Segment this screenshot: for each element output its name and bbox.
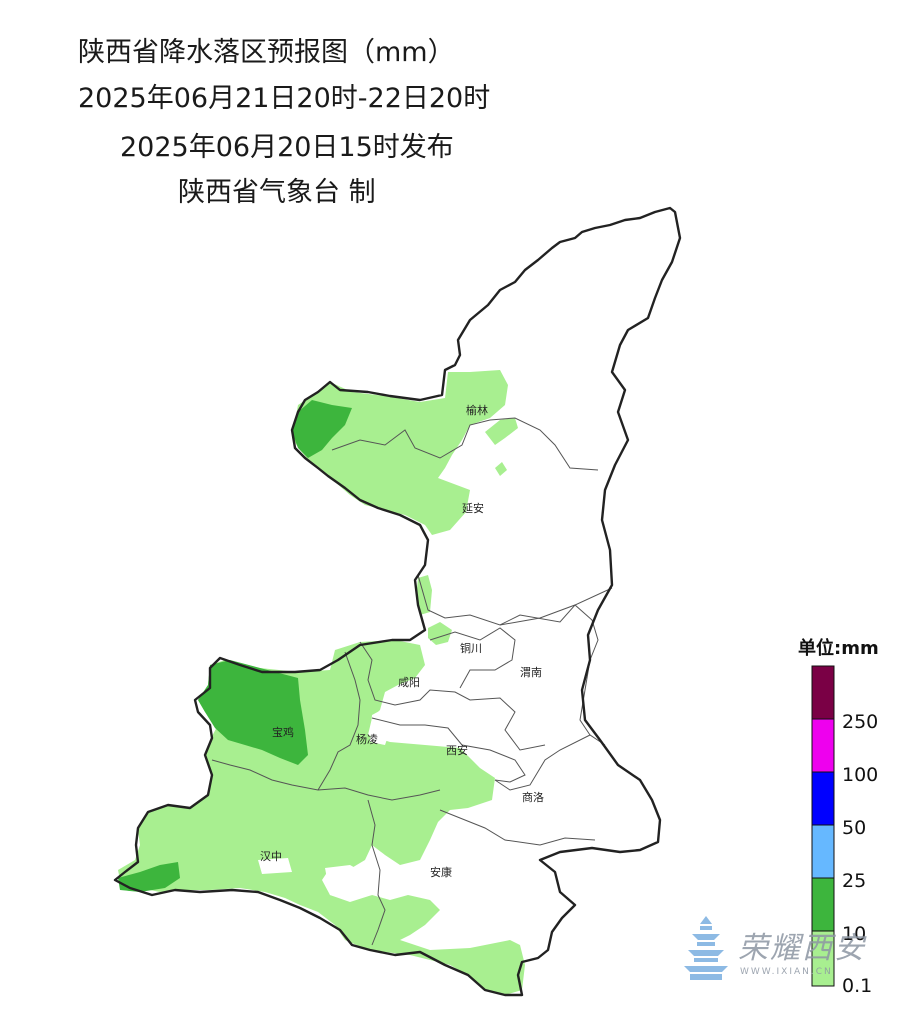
boundary-hanzhong-north <box>211 759 441 801</box>
boundary-yulin-yanan <box>331 417 599 471</box>
boundary-ankang-shangluo <box>439 809 596 846</box>
watermark-url: WWW.IXIAN.CN <box>740 967 833 977</box>
watermark: 荣耀西安 WWW.IXIAN.CN <box>684 916 867 980</box>
city-yangling: 杨凌 <box>356 732 378 746</box>
city-boundaries <box>211 417 613 946</box>
legend-label-50: 50 <box>842 817 866 839</box>
city-xian: 西安 <box>446 743 468 757</box>
boundary-yanan-south <box>417 574 613 626</box>
boundary-hanzhong-ankang <box>367 799 386 946</box>
rain-area-northeast-strip <box>485 418 518 445</box>
legend-label-25: 25 <box>842 870 866 892</box>
city-shangluo: 商洛 <box>522 790 544 804</box>
issue-time: 2025年06月20日15时发布 <box>120 132 454 163</box>
legend-label-250: 250 <box>842 711 878 733</box>
province-border <box>113 206 682 997</box>
legend-label-100: 100 <box>842 764 878 786</box>
rain-area-south-west <box>118 640 525 995</box>
map-title: 陕西省降水落区预报图（mm） <box>78 37 455 68</box>
legend-bar <box>811 665 835 987</box>
city-yulin: 榆林 <box>466 403 488 417</box>
moderate-area-baoji <box>198 660 308 765</box>
legend-label-0-1: 0.1 <box>842 975 872 997</box>
moderate-rain-areas <box>118 400 352 892</box>
patch-hanzhong <box>258 858 292 874</box>
legend-swatch-25 <box>811 877 835 932</box>
legend-swatch-10 <box>811 930 835 987</box>
boundary-shangluo-west <box>494 734 606 791</box>
city-weinan: 渭南 <box>520 666 542 679</box>
city-baoji: 宝鸡 <box>272 725 294 739</box>
city-xianyang: 咸阳 <box>398 676 420 689</box>
producer-label: 陕西省气象台 制 <box>178 177 376 208</box>
pagoda-logo-icon <box>684 916 728 980</box>
boundary-weinan <box>499 604 599 736</box>
no-rain-patches <box>258 708 392 902</box>
moderate-area-hanzhong-west <box>118 862 180 892</box>
boundary-baoji-east <box>317 651 361 791</box>
legend-labels: 250 100 50 25 10 0.1 <box>842 711 878 997</box>
boundary-xianyang <box>359 641 546 751</box>
boundary-tongchuan <box>429 627 516 689</box>
patch-south-central <box>325 865 372 902</box>
rain-area-dot <box>495 462 507 476</box>
forecast-period: 2025年06月21日20时-22日20时 <box>78 83 491 114</box>
legend-swatch-250 <box>811 718 835 773</box>
legend-swatch-top <box>811 665 835 720</box>
city-yanan: 延安 <box>462 501 484 515</box>
city-ankang: 安康 <box>430 865 452 879</box>
legend-swatch-50 <box>811 824 835 879</box>
moderate-area-yulin-west <box>292 400 352 458</box>
rain-area-tongchuan <box>428 622 452 645</box>
watermark-text: 荣耀西安 <box>738 931 867 966</box>
legend-label-10: 10 <box>842 923 866 945</box>
light-rain-areas <box>118 370 525 995</box>
boundary-xian <box>371 717 526 783</box>
city-hanzhong: 汉中 <box>260 850 282 863</box>
city-labels: 榆林 延安 铜川 渭南 咸阳 宝鸡 杨凌 西安 商洛 汉中 安康 <box>260 403 544 879</box>
legend-swatch-100 <box>811 771 835 826</box>
city-tongchuan: 铜川 <box>460 641 482 655</box>
legend-unit-label: 单位:mm <box>798 638 879 659</box>
patch-yangling <box>370 708 392 745</box>
